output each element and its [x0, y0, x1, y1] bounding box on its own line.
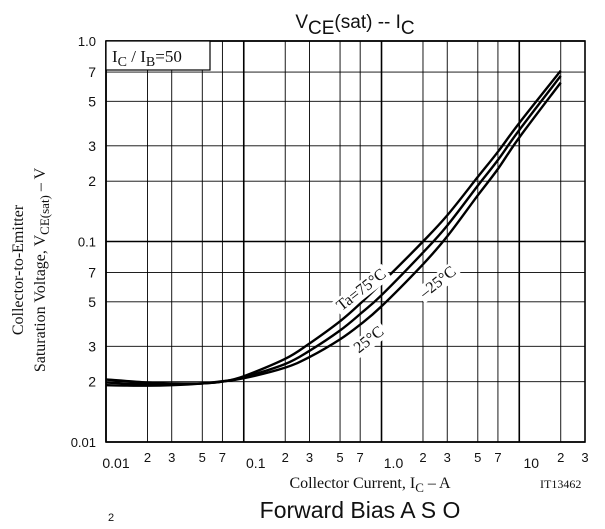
- series-line-2: [105, 81, 562, 387]
- series-lines: [105, 70, 562, 387]
- x-tick-label-9: 7: [357, 450, 364, 465]
- curve-label-group-2: 25°C: [348, 321, 390, 359]
- x-tick-label-5: 0.1: [246, 455, 266, 471]
- x-tick-label-11: 2: [419, 450, 426, 465]
- condition-mid: / I: [127, 47, 146, 66]
- x-tick-label-7: 3: [306, 450, 313, 465]
- x-tick-label-17: 3: [581, 450, 588, 465]
- condition-main: I: [112, 47, 118, 66]
- next-chart-fragment: 2: [108, 512, 114, 524]
- title-sub1: CE: [308, 18, 334, 39]
- xlabel-sub: C: [415, 480, 424, 495]
- y-tick-label-10: 1.0: [78, 34, 96, 49]
- next-chart-title: Forward Bias A S O: [260, 497, 461, 523]
- title-mid: (sat) -- I: [334, 12, 401, 33]
- condition-box: [105, 40, 211, 71]
- curve-labels: Ta=75°C –25°C25°C: [331, 261, 462, 359]
- plot-frame: [105, 40, 586, 443]
- y-tick-labels: 0.01 2 3 5 7 0.1 2 3 5 7 1.0: [71, 34, 97, 450]
- x-tick-label-1: 2: [144, 450, 151, 465]
- y-tick-label-1: 2: [88, 374, 96, 390]
- condition-label: IC / IB=50: [112, 47, 182, 70]
- x-tick-label-12: 3: [444, 450, 451, 465]
- x-tick-label-15: 10: [523, 455, 539, 471]
- condition-tail: =50: [155, 47, 182, 66]
- x-tick-label-6: 2: [282, 450, 289, 465]
- y-tick-label-9: 7: [88, 64, 96, 80]
- y-tick-label-8: 5: [88, 93, 96, 109]
- xlabel-pre: Collector Current, I: [289, 475, 415, 492]
- x-tick-label-8: 5: [336, 450, 343, 465]
- y-tick-label-3: 5: [88, 294, 96, 310]
- grid: [105, 40, 586, 443]
- y-tick-label-2: 3: [88, 338, 96, 354]
- x-tick-label-13: 5: [474, 450, 481, 465]
- title-main: V: [295, 12, 308, 33]
- x-tick-label-16: 2: [557, 450, 564, 465]
- condition-sub1: C: [118, 55, 127, 70]
- condition-sub2: B: [146, 55, 155, 70]
- curve-label-bg-2: [348, 321, 390, 359]
- curve-label-group-1: –25°C: [414, 261, 462, 304]
- x-tick-label-4: 7: [219, 450, 226, 465]
- chart-title: VCE(sat) -- IC: [295, 12, 414, 39]
- y-tick-label-5: 0.1: [78, 235, 96, 250]
- figure-code: IT13462: [540, 477, 581, 491]
- x-axis-label: Collector Current, IC – A: [289, 475, 451, 495]
- x-tick-labels: 0.01 2 3 5 7 0.1 2 3 5 7 1.0 2 3 5 7 10 2 3: [102, 450, 588, 471]
- y-axis-label-line1: Collector-to-Emitter: [10, 204, 27, 335]
- y-tick-label-4: 7: [88, 265, 96, 281]
- x-tick-label-0: 0.01: [102, 455, 129, 471]
- curve-label-bg-1: [414, 261, 462, 304]
- y-axis-label-line2: Saturation Voltage, VCE(sat) – V: [32, 167, 52, 372]
- x-tick-label-10: 1.0: [384, 455, 404, 471]
- ylabel-pre: Saturation Voltage, V: [32, 234, 49, 372]
- x-tick-label-3: 5: [199, 450, 206, 465]
- curve-label-bg-0: [331, 263, 392, 317]
- x-tick-label-2: 3: [168, 450, 175, 465]
- y-tick-label-6: 2: [88, 173, 96, 189]
- x-tick-label-14: 7: [494, 450, 501, 465]
- y-tick-label-0: 0.01: [71, 435, 96, 450]
- ylabel-post: – V: [32, 167, 49, 195]
- y-tick-label-7: 3: [88, 138, 96, 154]
- ylabel-sub: CE(sat): [37, 195, 52, 235]
- curve-label-1: –25°C: [416, 263, 460, 302]
- xlabel-post: – A: [424, 475, 451, 492]
- title-sub2: C: [401, 18, 415, 39]
- series-line-1: [105, 75, 562, 386]
